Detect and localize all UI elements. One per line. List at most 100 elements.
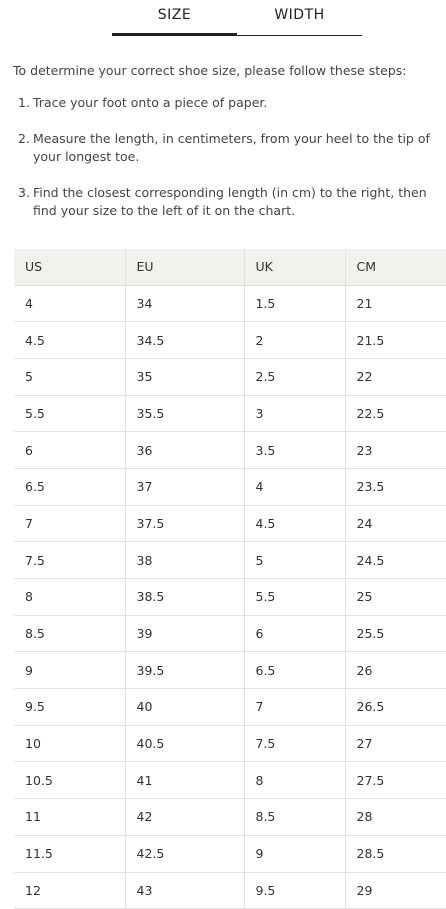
- table-row: 7.5 38 5 24.5: [14, 541, 446, 579]
- cell-us: 8: [14, 578, 125, 616]
- cell-eu: 41: [124, 761, 244, 800]
- cell-us: 6.5: [14, 468, 125, 506]
- cell-cm: 23: [344, 431, 446, 469]
- cell-uk: 9: [243, 835, 345, 873]
- cell-eu: 37: [124, 468, 244, 506]
- cell-cm: 28.5: [344, 835, 446, 873]
- step-number: 2.: [18, 131, 30, 146]
- cell-eu: 43: [124, 872, 244, 909]
- cell-eu: 35: [124, 358, 244, 396]
- cell-us: 11: [14, 798, 125, 836]
- size-chart-body: 4 34 1.5 21 4.5 34.5 2 21.5 5 35 2.5 22 5.5 35.5 3 22.5…: [14, 285, 446, 909]
- step-text: Find the closest corresponding length (i…: [33, 185, 427, 218]
- cell-cm: 22.5: [344, 395, 446, 433]
- table-row: 9.5 40 7 26.5: [14, 688, 446, 726]
- cell-cm: 27.5: [344, 761, 446, 800]
- cell-us: 10: [14, 725, 125, 763]
- cell-us: 6: [14, 431, 125, 469]
- cell-cm: 22: [344, 358, 446, 396]
- tab-width[interactable]: WIDTH: [274, 7, 325, 23]
- cell-eu: 38: [124, 541, 244, 579]
- cell-uk: 8: [243, 761, 345, 800]
- table-header-row: US EU UK CM: [14, 249, 446, 286]
- cell-uk: 3.5: [243, 431, 345, 469]
- table-row: 4.5 34.5 2 21.5: [14, 321, 446, 359]
- cell-eu: 36: [124, 431, 244, 469]
- table-row: 11.5 42.5 9 28.5: [14, 835, 446, 873]
- cell-uk: 5.5: [243, 578, 345, 616]
- cell-cm: 29: [344, 872, 446, 909]
- cell-uk: 2.5: [243, 358, 345, 396]
- cell-cm: 21: [344, 285, 446, 323]
- cell-uk: 4: [243, 468, 345, 506]
- cell-us: 5: [14, 358, 125, 396]
- cell-us: 8.5: [14, 615, 125, 653]
- cell-eu: 37.5: [124, 505, 244, 543]
- cell-us: 4.5: [14, 321, 125, 359]
- cell-uk: 2: [243, 321, 345, 359]
- step-number: 1.: [18, 95, 30, 110]
- step-2: 2. Measure the length, in centimeters, f…: [14, 130, 434, 166]
- table-row: 5 35 2.5 22: [14, 358, 446, 396]
- cell-cm: 27: [344, 725, 446, 763]
- cell-cm: 26.5: [344, 688, 446, 726]
- cell-eu: 34: [124, 285, 244, 323]
- table-row: 5.5 35.5 3 22.5: [14, 395, 446, 433]
- cell-eu: 34.5: [124, 321, 244, 359]
- cell-uk: 1.5: [243, 285, 345, 323]
- cell-us: 12: [14, 872, 125, 909]
- cell-uk: 3: [243, 395, 345, 433]
- cell-eu: 40.5: [124, 725, 244, 763]
- column-header-eu: EU: [124, 249, 244, 286]
- table-row: 8 38.5 5.5 25: [14, 578, 446, 616]
- column-header-uk: UK: [243, 249, 345, 286]
- cell-uk: 5: [243, 541, 345, 579]
- cell-eu: 38.5: [124, 578, 244, 616]
- intro-text: To determine your correct shoe size, ple…: [13, 63, 407, 78]
- step-text: Trace your foot onto a piece of paper.: [33, 95, 268, 110]
- table-row: 12 43 9.5 29: [14, 872, 446, 909]
- instruction-steps: 1. Trace your foot onto a piece of paper…: [14, 94, 434, 238]
- cell-us: 5.5: [14, 395, 125, 433]
- cell-eu: 39: [124, 615, 244, 653]
- size-chart-table: US EU UK CM 4 34 1.5 21 4.5 34.5 2 21.5 5 35 2.5 22…: [14, 249, 446, 909]
- table-row: 6 36 3.5 23: [14, 431, 446, 469]
- cell-us: 10.5: [14, 761, 125, 800]
- table-row: 9 39.5 6.5 26: [14, 651, 446, 690]
- cell-us: 9: [14, 651, 125, 690]
- cell-uk: 9.5: [243, 872, 345, 909]
- cell-uk: 4.5: [243, 505, 345, 543]
- cell-us: 7: [14, 505, 125, 543]
- table-row: 10 40.5 7.5 27: [14, 725, 446, 763]
- tab-size[interactable]: SIZE: [112, 0, 237, 36]
- cell-uk: 8.5: [243, 798, 345, 836]
- cell-us: 9.5: [14, 688, 125, 726]
- size-width-tabs: SIZE WIDTH: [112, 0, 362, 36]
- cell-cm: 25: [344, 578, 446, 616]
- step-3: 3. Find the closest corresponding length…: [14, 184, 434, 220]
- cell-uk: 6: [243, 615, 345, 653]
- table-row: 11 42 8.5 28: [14, 798, 446, 836]
- cell-us: 4: [14, 285, 125, 323]
- cell-eu: 39.5: [124, 651, 244, 690]
- cell-cm: 24: [344, 505, 446, 543]
- cell-eu: 42: [124, 798, 244, 836]
- step-text: Measure the length, in centimeters, from…: [33, 131, 430, 164]
- cell-cm: 28: [344, 798, 446, 836]
- cell-cm: 26: [344, 651, 446, 690]
- cell-cm: 24.5: [344, 541, 446, 579]
- table-row: 10.5 41 8 27.5: [14, 761, 446, 800]
- cell-uk: 7.5: [243, 725, 345, 763]
- cell-us: 7.5: [14, 541, 125, 579]
- table-row: 8.5 39 6 25.5: [14, 615, 446, 653]
- table-row: 7 37.5 4.5 24: [14, 505, 446, 543]
- column-header-cm: CM: [344, 249, 446, 286]
- step-number: 3.: [18, 185, 30, 200]
- column-header-us: US: [14, 249, 125, 286]
- cell-cm: 21.5: [344, 321, 446, 359]
- cell-uk: 6.5: [243, 651, 345, 690]
- cell-us: 11.5: [14, 835, 125, 873]
- cell-cm: 25.5: [344, 615, 446, 653]
- cell-uk: 7: [243, 688, 345, 726]
- table-row: 4 34 1.5 21: [14, 285, 446, 323]
